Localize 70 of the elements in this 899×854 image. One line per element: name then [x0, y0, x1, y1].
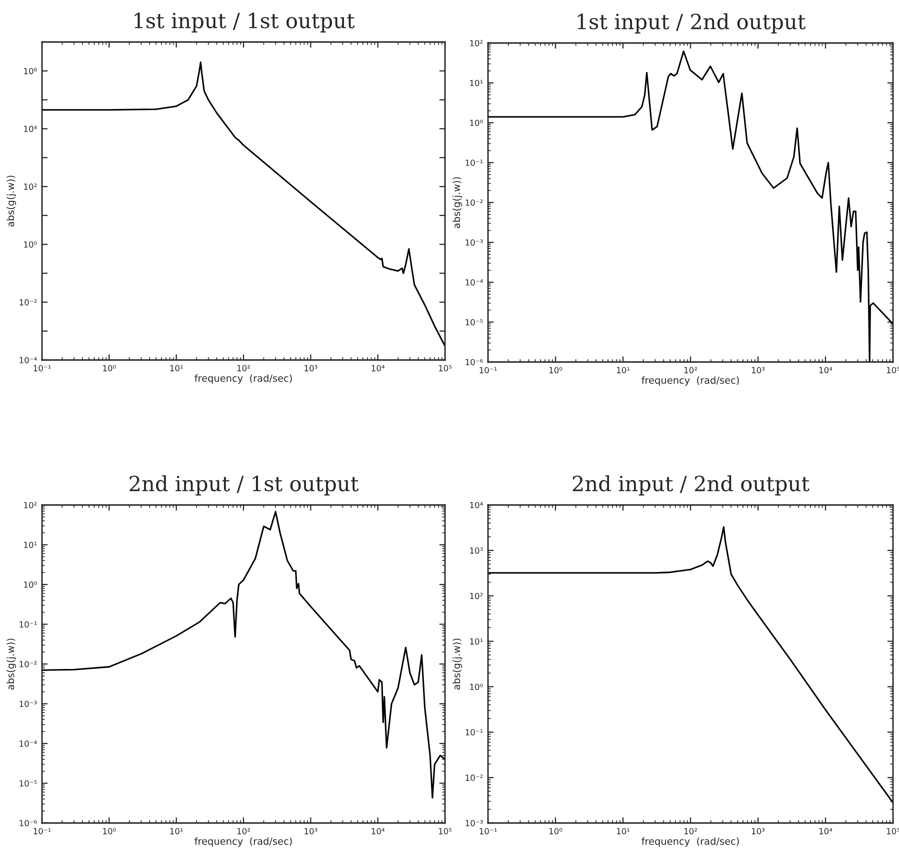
- y-tick-label: 10⁻¹: [20, 621, 37, 628]
- x-tick-label: 10⁴: [819, 828, 832, 834]
- x-tick-label: 10³: [304, 828, 318, 834]
- x-tick-label: 10²: [684, 828, 697, 834]
- x-tick-label: 10²: [237, 828, 250, 834]
- y-tick-label: 10⁻⁵: [466, 319, 483, 326]
- y-tick-label: 10⁻⁶: [466, 358, 483, 366]
- y-tick-label: 10³: [470, 547, 483, 554]
- x-tick-label: 10⁻¹: [480, 828, 497, 834]
- x-axis-title: frequency (rad/sec): [642, 376, 739, 386]
- x-tick-label: 10⁻¹: [480, 367, 497, 374]
- x-tick-label: 10²: [237, 365, 250, 372]
- y-axis-title: abs(g(j.w)): [452, 177, 462, 228]
- x-tick-label: 10¹: [616, 367, 630, 374]
- x-axis-title: frequency (rad/sec): [194, 837, 292, 847]
- y-tick-label: 10⁻²: [20, 660, 37, 668]
- y-tick-label: 10⁻¹: [466, 729, 483, 736]
- y-tick-label: 10⁻³: [466, 239, 483, 246]
- y-tick-label: 10⁻²: [466, 774, 483, 781]
- y-tick-label: 10¹: [470, 638, 483, 645]
- x-tick-label: 10⁴: [819, 367, 832, 374]
- y-tick-label: 10⁻⁴: [466, 279, 483, 286]
- y-tick-label: 10⁰: [470, 120, 483, 126]
- y-axis-title: abs(g(j.w)): [6, 176, 16, 227]
- y-tick-label: 10⁻³: [466, 820, 483, 826]
- x-tick-label: 10³: [304, 365, 318, 372]
- x-tick-label: 10³: [752, 367, 765, 374]
- y-tick-label: 10⁻⁴: [20, 356, 37, 364]
- x-tick-label: 10⁵: [438, 365, 452, 372]
- y-axis-title: abs(g(j.w)): [452, 638, 462, 690]
- y-tick-label: 10²: [470, 40, 483, 46]
- x-tick-label: 10⁴: [372, 828, 385, 834]
- x-tick-label: 10⁰: [549, 367, 562, 374]
- y-tick-label: 10²: [470, 592, 483, 600]
- y-tick-label: 10⁻²: [466, 199, 483, 206]
- x-axis-title: frequency (rad/sec): [642, 837, 739, 847]
- y-tick-label: 10⁻²: [20, 299, 37, 306]
- chart-title: 2nd input / 1st output: [130, 475, 359, 496]
- y-tick-label: 10⁴: [470, 502, 483, 508]
- x-tick-label: 10¹: [170, 828, 183, 834]
- x-tick-label: 10⁻¹: [34, 365, 51, 372]
- y-tick-label: 10⁰: [24, 581, 37, 588]
- x-tick-label: 10¹: [170, 365, 183, 372]
- y-tick-label: 10⁻⁶: [20, 820, 37, 826]
- x-tick-label: 10²: [684, 367, 697, 374]
- y-tick-label: 10⁻⁵: [20, 780, 37, 787]
- x-axis-title: frequency (rad/sec): [194, 374, 292, 384]
- x-tick-label: 10⁰: [549, 828, 562, 834]
- chart-title: 1st input / 1st output: [134, 12, 355, 32]
- y-tick-label: 10¹: [470, 80, 483, 86]
- chart-title: 2nd input / 2nd output: [572, 475, 810, 496]
- y-tick-label: 10⁴: [24, 126, 37, 132]
- y-tick-label: 10⁰: [470, 684, 483, 690]
- x-tick-label: 10⁻¹: [34, 828, 51, 834]
- x-tick-label: 10³: [752, 828, 765, 834]
- y-tick-label: 10²: [24, 502, 37, 508]
- x-tick-label: 10⁰: [103, 365, 116, 372]
- x-tick-label: 10¹: [616, 828, 630, 834]
- y-tick-label: 10⁻¹: [466, 160, 483, 166]
- x-tick-label: 10⁵: [438, 828, 452, 834]
- y-tick-label: 10⁻³: [20, 700, 37, 708]
- y-tick-label: 10¹: [24, 542, 37, 548]
- y-axis-title: abs(g(j.w)): [6, 638, 16, 690]
- y-tick-label: 10⁶: [24, 68, 37, 74]
- x-tick-label: 10⁴: [372, 365, 385, 372]
- y-tick-label: 10⁰: [24, 241, 37, 248]
- chart-title: 1st input / 2nd output: [578, 13, 806, 34]
- x-tick-label: 10⁰: [103, 828, 116, 834]
- y-tick-label: 10²: [24, 184, 37, 190]
- y-tick-label: 10⁻⁴: [20, 740, 37, 747]
